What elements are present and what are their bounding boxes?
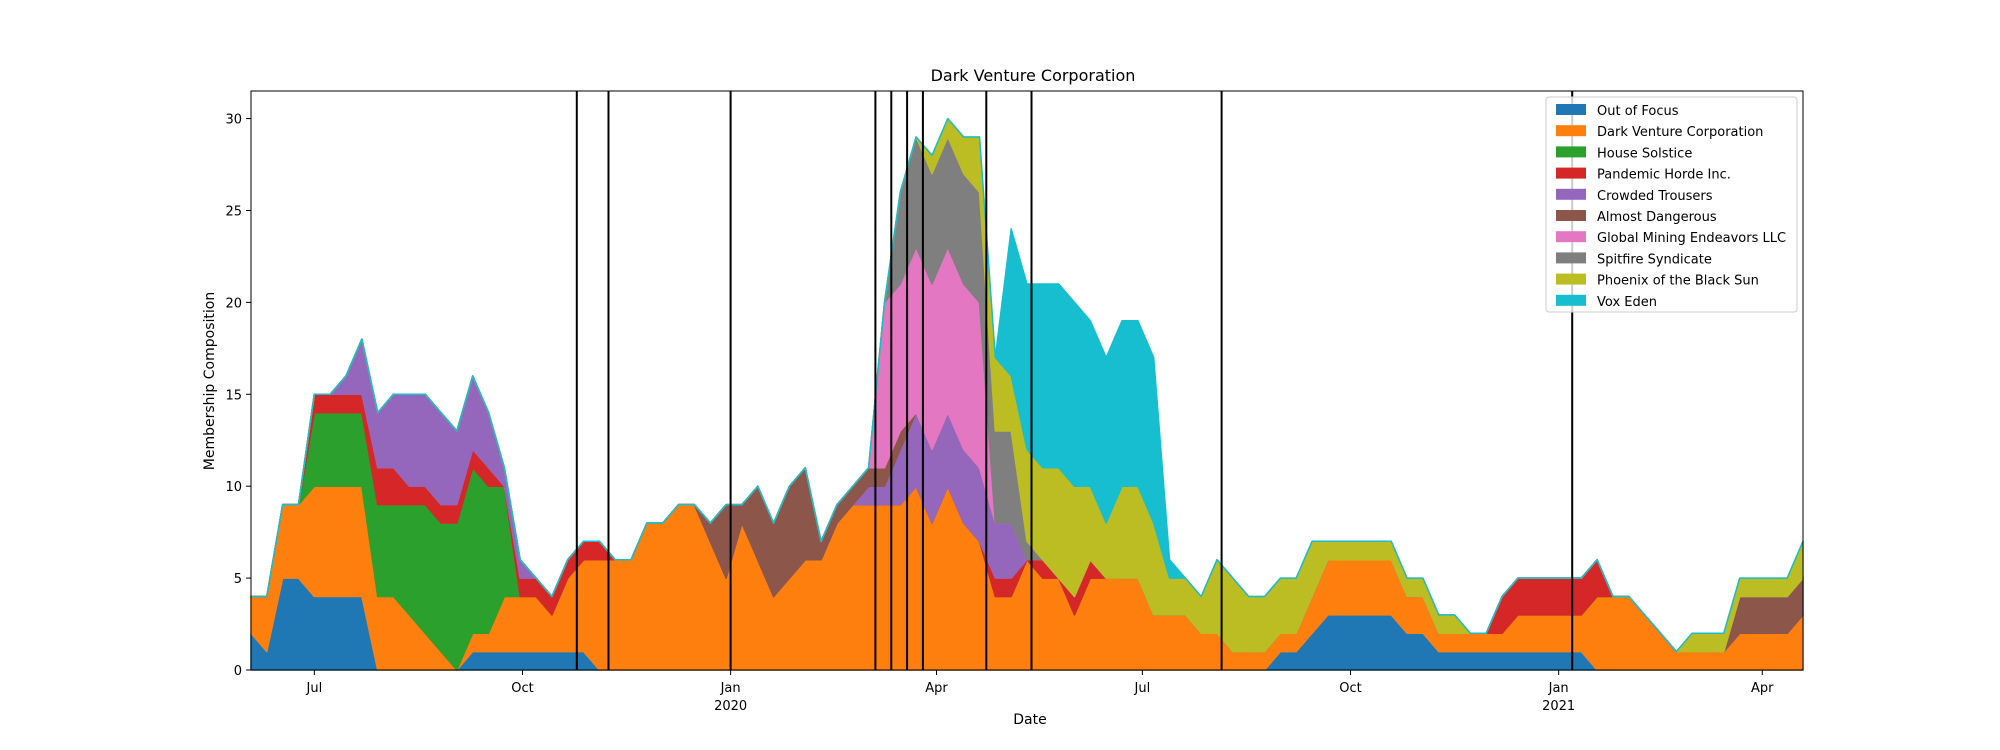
x-tick-label: Jul [1134,681,1151,696]
legend-swatch-pandemic-horde-inc [1556,167,1586,179]
legend-swatch-spitfire-syndicate [1556,252,1586,264]
y-tick-label: 0 [234,664,242,679]
legend-label-vox-eden: Vox Eden [1597,295,1657,310]
legend-label-out-of-focus: Out of Focus [1597,104,1679,119]
y-tick-label: 20 [225,296,242,311]
legend-label-spitfire-syndicate: Spitfire Syndicate [1597,252,1712,267]
legend-swatch-vox-eden [1556,294,1586,306]
chart-title: Dark Venture Corporation [931,66,1136,85]
event-lines [575,91,1574,670]
legend-label-pandemic-horde-inc: Pandemic Horde Inc. [1597,168,1731,183]
y-tick-label: 30 [225,113,242,128]
x-tick-label: Jul [306,681,323,696]
legend-box [1545,96,1798,313]
x-tick-year-label: 2020 [714,699,747,714]
y-tick-label: 10 [225,480,242,495]
y-tick-label: 15 [225,388,242,403]
legend-swatch-out-of-focus [1556,104,1586,115]
x-tick-year-label: 2021 [1542,699,1575,714]
legend-swatch-dark-venture-corporation [1556,125,1586,137]
plot-frame [250,90,1804,671]
legend-label-almost-dangerous: Almost Dangerous [1597,210,1717,225]
legend-label-global-mining-endeavors-llc: Global Mining Endeavors LLC [1597,231,1786,246]
x-tick-label: Oct [1339,681,1361,696]
x-axis: Jul Oct Jan 2020 Apr Jul Oct Jan 2021 Apr [306,670,1774,714]
legend-swatch-phoenix-of-the-black-sun [1556,273,1586,285]
x-tick-label: Jan [720,681,741,696]
y-tick-label: 5 [234,572,242,587]
legend-swatch-house-solstice [1556,146,1586,158]
legend-swatch-crowded-trousers [1556,188,1586,200]
y-axis-label: Membership Composition [202,292,218,470]
y-axis: 0 5 10 15 20 25 30 [225,113,251,679]
x-tick-label: Apr [1751,681,1774,696]
stacked-areas [250,117,1804,671]
y-tick-label: 25 [225,204,242,219]
legend-label-house-solstice: House Solstice [1597,146,1692,161]
x-tick-label: Oct [511,681,533,696]
x-tick-label: Jan [1548,681,1569,696]
legend-label-phoenix-of-the-black-sun: Phoenix of the Black Sun [1597,274,1759,289]
legend-swatch-global-mining-endeavors-llc [1556,231,1586,243]
legend: Out of Focus Dark Venture Corporation Hous… [1545,96,1798,313]
legend-label-crowded-trousers: Crowded Trousers [1597,189,1713,204]
x-tick-label: Apr [925,681,948,696]
legend-label-dark-venture-corporation: Dark Venture Corporation [1597,125,1763,140]
legend-swatch-almost-dangerous [1556,210,1586,221]
x-axis-label: Date [1013,712,1046,728]
